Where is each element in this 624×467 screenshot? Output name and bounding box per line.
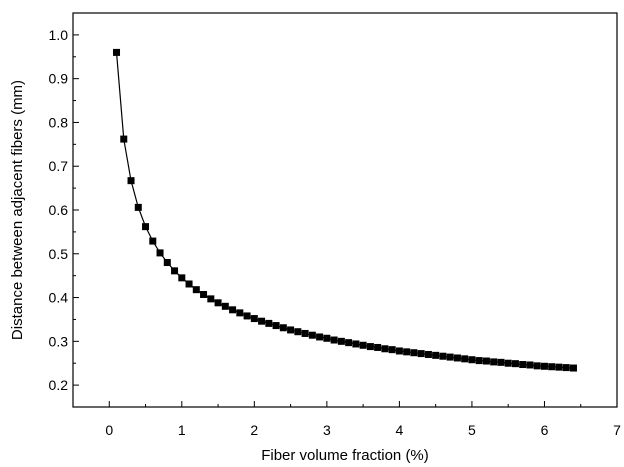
data-point	[236, 309, 244, 317]
data-point	[446, 353, 454, 361]
data-point	[540, 362, 548, 370]
data-point	[272, 322, 280, 330]
data-point	[127, 177, 135, 185]
y-tick-label: 0.4	[49, 290, 69, 306]
data-point	[221, 302, 229, 310]
data-point	[468, 356, 476, 364]
data-point	[424, 350, 432, 358]
data-point	[453, 354, 461, 362]
data-point	[287, 326, 295, 334]
y-axis-ticks: 0.2 0.3 0.4 0.5 0.6 0.7 0.8 0.9 1.0	[49, 27, 79, 408]
data-point	[142, 223, 150, 231]
data-point	[388, 346, 396, 354]
y-tick-label: 0.9	[49, 71, 69, 87]
data-point	[250, 315, 258, 323]
data-point	[185, 280, 193, 288]
data-point	[192, 286, 200, 294]
y-tick-label: 0.6	[49, 202, 69, 218]
data-point	[439, 352, 447, 360]
series-group	[113, 48, 577, 372]
data-point	[432, 351, 440, 359]
data-point	[243, 312, 251, 320]
y-axis-label: Distance between adjacent fibers (mm)	[9, 80, 26, 340]
data-point	[308, 331, 316, 339]
x-tick-label: 1	[178, 422, 186, 438]
x-tick-label: 7	[613, 422, 621, 438]
series-line	[115, 52, 574, 369]
data-point	[171, 267, 179, 275]
y-tick-label: 1.0	[49, 27, 69, 43]
data-point	[555, 363, 563, 371]
data-point	[461, 355, 469, 363]
data-point	[410, 349, 418, 357]
y-tick-label: 0.3	[49, 333, 69, 349]
x-tick-label: 5	[468, 422, 476, 438]
data-point	[330, 336, 338, 344]
x-axis-ticks: 0 1 2 3 4 5 6 7	[72, 401, 621, 438]
data-point	[149, 237, 157, 245]
data-point	[490, 358, 498, 366]
data-point	[395, 347, 403, 355]
plot-frame	[72, 12, 618, 408]
data-point	[265, 319, 273, 327]
data-point	[229, 306, 237, 314]
x-tick-label: 4	[396, 422, 404, 438]
data-point	[366, 343, 374, 351]
data-point	[417, 350, 425, 358]
y-tick-label: 0.8	[49, 114, 69, 130]
data-point	[178, 274, 186, 282]
data-point	[214, 299, 222, 307]
data-point	[207, 295, 215, 303]
data-point	[120, 135, 128, 143]
data-point	[475, 357, 483, 365]
data-point	[562, 364, 570, 372]
data-point	[533, 362, 541, 370]
y-tick-label: 0.2	[49, 377, 69, 393]
data-point	[258, 317, 266, 325]
data-point	[482, 357, 490, 365]
data-point	[526, 361, 534, 369]
data-point	[352, 340, 360, 348]
data-point	[403, 348, 411, 356]
y-tick-label: 0.5	[49, 246, 69, 262]
data-point	[301, 329, 309, 337]
x-axis-label: Fiber volume fraction (%)	[261, 447, 429, 464]
data-point	[548, 363, 556, 371]
data-point	[374, 343, 382, 351]
data-point	[497, 358, 505, 366]
data-point	[519, 361, 527, 369]
data-point	[156, 249, 164, 257]
x-tick-label: 6	[541, 422, 549, 438]
x-tick-label: 2	[250, 422, 258, 438]
x-tick-label: 3	[323, 422, 331, 438]
data-point	[200, 290, 208, 298]
data-point	[381, 345, 389, 353]
data-point	[279, 324, 287, 332]
data-point	[345, 339, 353, 347]
data-point	[323, 334, 331, 342]
data-point	[134, 203, 142, 211]
data-point	[337, 337, 345, 345]
data-point	[163, 259, 171, 267]
data-point	[113, 48, 121, 56]
data-point	[504, 359, 512, 367]
data-point	[294, 328, 302, 336]
data-point	[511, 360, 519, 368]
x-tick-label: 0	[105, 422, 113, 438]
y-tick-label: 0.7	[49, 158, 69, 174]
data-point	[316, 333, 324, 341]
data-point	[359, 341, 367, 349]
data-point	[569, 364, 577, 372]
